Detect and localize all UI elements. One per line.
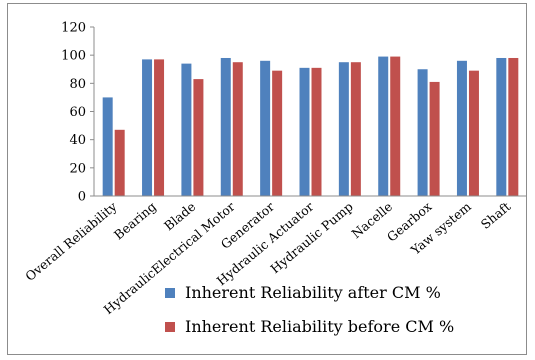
bar-before-7	[390, 56, 401, 197]
bar-after-3	[220, 57, 231, 196]
y-tick-label: 120	[61, 21, 86, 36]
y-tick-label: 80	[69, 77, 86, 92]
bar-before-9	[468, 70, 479, 196]
bar-before-10	[508, 57, 519, 196]
bar-before-3	[232, 62, 243, 197]
x-tick-label: Overall Reliability	[22, 198, 120, 284]
bar-after-0	[102, 97, 113, 196]
y-tick-label: 40	[69, 133, 86, 148]
bar-after-10	[496, 57, 507, 196]
legend-label-after: Inherent Reliability after CM %	[185, 283, 441, 302]
y-tick-label: 0	[78, 190, 86, 205]
legend-item-before: Inherent Reliability before CM %	[165, 317, 454, 336]
legend-swatch-after	[165, 287, 175, 298]
legend-item-after: Inherent Reliability after CM %	[165, 283, 441, 302]
legend-swatch-before	[165, 321, 175, 332]
bar-after-9	[456, 60, 467, 196]
bar-after-6	[338, 62, 349, 197]
x-tick-label: Bearing	[111, 199, 159, 243]
x-tick-label: Shaft	[478, 199, 513, 232]
y-tick-label: 100	[61, 49, 86, 64]
bar-before-5	[311, 67, 322, 196]
bar-after-2	[181, 63, 192, 196]
bar-after-8	[417, 69, 428, 196]
legend-label-before: Inherent Reliability before CM %	[185, 317, 455, 336]
bar-after-1	[142, 59, 153, 197]
bar-after-4	[260, 60, 271, 196]
bar-before-0	[114, 129, 125, 196]
bar-before-6	[350, 62, 361, 197]
bar-before-2	[193, 79, 204, 196]
y-tick-label: 60	[69, 105, 86, 120]
bar-after-5	[299, 67, 310, 196]
bar-before-4	[272, 70, 283, 196]
y-tick-label: 20	[69, 161, 86, 176]
bar-before-8	[429, 81, 440, 196]
bar-before-1	[154, 59, 165, 197]
bar-after-7	[378, 56, 389, 197]
